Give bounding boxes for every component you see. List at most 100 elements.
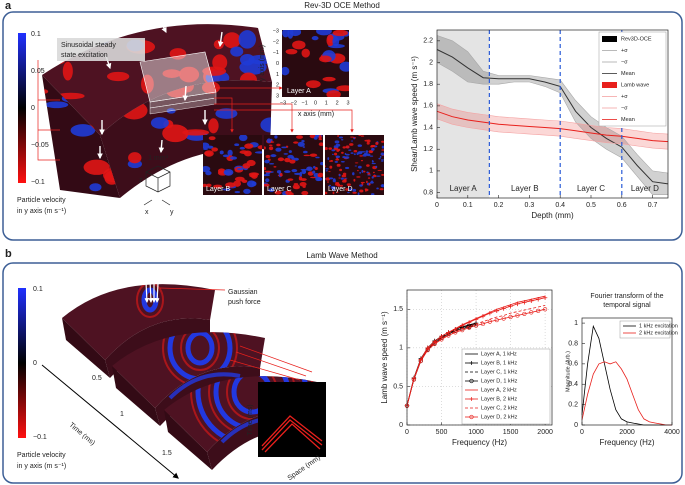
field-blob — [380, 160, 384, 162]
legend-label: 1 kHz excitation — [639, 323, 678, 329]
marker — [542, 295, 548, 300]
marker — [425, 348, 430, 353]
y-tick-label: 1.6 — [423, 103, 433, 110]
y-tick-label: 0.8 — [423, 189, 433, 196]
series-line — [436, 49, 669, 185]
y-tick-label: 0.5 — [393, 383, 403, 390]
field-blob — [225, 182, 236, 188]
field-blob — [328, 171, 331, 173]
y-tick-label: 2.2 — [423, 38, 433, 45]
panel-label: a — [5, 0, 12, 12]
x-tick-label: 2000 — [619, 429, 635, 436]
colorbar — [18, 288, 26, 438]
legend-label: 2 kHz excitation — [639, 330, 678, 336]
cube-axis: x — [145, 209, 149, 216]
legend-marker — [469, 414, 474, 420]
field-blob — [332, 191, 335, 195]
field-blob — [366, 171, 369, 174]
field-blob — [371, 147, 375, 151]
field-blob — [301, 190, 309, 195]
field-blob — [341, 151, 344, 154]
y-tick-label: 0 — [574, 422, 578, 429]
x-tick-label: 0.5 — [586, 202, 596, 209]
legend-label: Mean — [621, 117, 635, 123]
field-blob — [213, 184, 223, 189]
field-blob — [306, 166, 313, 171]
x-axis-label: Frequency (Hz) — [452, 438, 507, 447]
sigma-band — [437, 103, 668, 150]
wave-ring — [136, 284, 164, 318]
push-label: push force — [228, 299, 261, 306]
field-blob — [342, 146, 346, 149]
field-blob — [379, 188, 384, 191]
field-blob — [301, 169, 307, 175]
inset-tick: −1 — [273, 50, 279, 56]
x-tick-label: 0.6 — [617, 202, 627, 209]
field-blob — [352, 188, 357, 192]
inset-tick: 1 — [325, 100, 328, 106]
inset-tick: 0 — [276, 61, 279, 67]
callout-lines — [37, 60, 354, 161]
field-blob — [264, 183, 270, 187]
field-blob — [380, 159, 384, 161]
field-blob — [244, 143, 254, 149]
field-blob — [354, 162, 359, 164]
field-blob — [326, 181, 330, 183]
field-blob — [293, 157, 299, 161]
y-tick-label: 1.4 — [423, 124, 433, 131]
field-blob — [353, 150, 358, 153]
field-blob — [318, 142, 323, 147]
field-blob — [338, 136, 344, 139]
field-blob — [319, 55, 332, 63]
field-blob — [208, 118, 219, 134]
field-blob — [339, 184, 344, 187]
field-blob — [351, 140, 353, 142]
marker — [467, 325, 472, 330]
inset-label: Layer D — [328, 186, 353, 193]
field-blob — [203, 165, 211, 173]
x-tick-label: 0 — [405, 429, 409, 436]
field-blob — [107, 71, 130, 82]
x-axis-label: Frequency (Hz) — [599, 438, 654, 447]
inset-axis-label: Time (ms) — [247, 404, 254, 435]
field-blob — [349, 143, 354, 146]
field-blob — [332, 153, 334, 156]
time-axis-label: Time (ms) — [68, 422, 96, 447]
wave-front — [168, 372, 241, 400]
marker — [466, 320, 472, 325]
field-blob — [381, 145, 384, 149]
marker — [508, 304, 513, 309]
field-blob — [302, 146, 306, 148]
field-blob — [239, 146, 246, 150]
lamb-render — [62, 284, 317, 470]
field-blob — [332, 30, 348, 37]
field-blob — [311, 36, 319, 41]
inset-tick: 0 — [314, 100, 317, 106]
x-tick-label: 1000 — [468, 429, 484, 436]
colorbar-label: Particle velocity — [17, 452, 66, 459]
legend-label: −σ — [621, 105, 628, 111]
marker — [446, 333, 451, 338]
field-blob — [340, 160, 345, 163]
field-blob — [260, 117, 272, 133]
field-blob — [347, 191, 350, 194]
field-blob — [47, 6, 69, 15]
field-blob — [299, 171, 303, 177]
field-blob — [381, 149, 384, 151]
legend-label: Layer D, 1 kHz — [481, 378, 518, 384]
field-blob — [362, 170, 366, 173]
cube-icon — [143, 165, 171, 206]
field-blob — [369, 155, 374, 157]
field-blob — [179, 66, 200, 83]
y-tick-label: 0.6 — [568, 361, 578, 368]
x-tick-label: 0 — [580, 429, 584, 436]
field-blob — [239, 53, 255, 66]
marker — [542, 307, 548, 312]
field-blob — [314, 167, 318, 171]
marker — [473, 323, 479, 328]
panel-title: Rev-3D OCE Method — [304, 1, 380, 10]
field-blob — [313, 136, 318, 140]
field-blob — [303, 154, 311, 157]
field-blob — [128, 152, 142, 164]
colorbar — [18, 33, 26, 183]
